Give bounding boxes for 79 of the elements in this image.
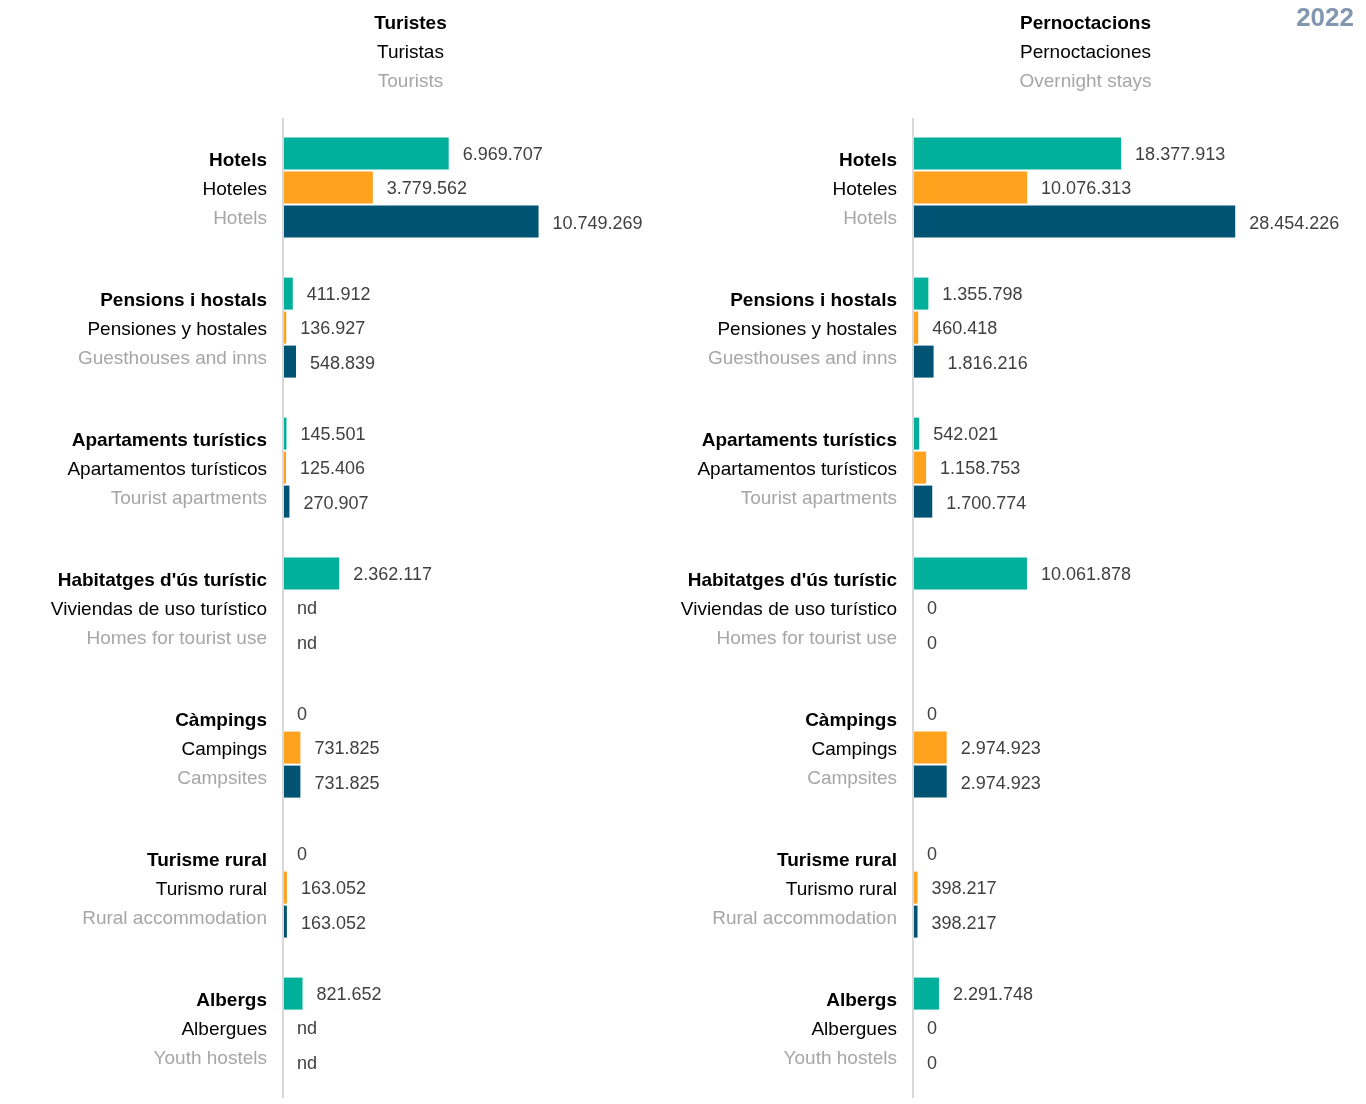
- y-tick-label: Càmpings Campings Campsites: [805, 708, 897, 788]
- data-label: 0: [927, 704, 938, 725]
- y-tick-label: Turisme rural Turismo rural Rural accommodation: [82, 848, 267, 928]
- y-tick-label: Apartaments turístics Apartamentos turísticos Tourist apartments: [697, 428, 897, 508]
- data-label: 0: [927, 632, 938, 653]
- data-label: 731.825: [314, 738, 380, 759]
- data-label: 1.700.774: [946, 492, 1027, 513]
- bar: [913, 171, 1028, 204]
- data-label: 10.061.878: [1040, 564, 1132, 585]
- data-label: 542.021: [933, 424, 999, 445]
- data-label: 145.501: [300, 424, 366, 445]
- bar: [913, 137, 1122, 170]
- bar: [913, 277, 929, 310]
- data-label: 18.377.913: [1135, 144, 1226, 165]
- chart-title: Turistes Turistas Tourists: [373, 11, 448, 93]
- bar: [913, 557, 1027, 590]
- bar: [283, 171, 373, 204]
- bar: [283, 137, 449, 170]
- text: nd: [297, 598, 318, 619]
- text: 2022: [1296, 2, 1354, 33]
- data-label: 3.779.562: [386, 178, 467, 199]
- data-label: 125.406: [299, 458, 366, 479]
- data-label: 2.291.748: [952, 984, 1034, 1005]
- y-tick-label: Hotels Hoteles Hotels: [202, 148, 267, 228]
- data-label: 0: [297, 844, 308, 865]
- data-label: 548.839: [310, 352, 376, 373]
- bar: [913, 451, 927, 484]
- bar: [913, 765, 947, 798]
- bar: [283, 345, 297, 378]
- data-label: 0: [927, 844, 938, 865]
- chart-title: Pernoctacions Pernoctaciones Overnight stays: [1018, 11, 1153, 93]
- data-label: 28.454.226: [1249, 212, 1340, 233]
- bar: [913, 977, 939, 1010]
- y-tick-label: Pensions i hostals Pensiones y hostales Guesthouses and inns: [77, 288, 267, 368]
- bar: [283, 731, 301, 764]
- bar: [283, 277, 293, 310]
- data-label: 1.158.753: [940, 458, 1021, 479]
- data-label: 0: [927, 1052, 938, 1073]
- data-label: 136.927: [300, 318, 366, 339]
- bar: [283, 765, 301, 798]
- text: nd: [297, 632, 318, 653]
- data-label: 270.907: [303, 492, 369, 513]
- y-tick-label: Pensions i hostals Pensiones y hostales Guesthouses and inns: [707, 288, 897, 368]
- data-label: 1.816.216: [947, 352, 1028, 373]
- bar: [283, 977, 303, 1010]
- data-label: 163.052: [300, 878, 366, 899]
- y-tick-label: Albergs Albergues Youth hostels: [783, 988, 897, 1068]
- y-tick-label: Habitatges d'ús turístic Viviendas de uso turístico Homes for tourist use: [680, 568, 898, 648]
- data-label: 0: [927, 598, 938, 619]
- data-label: 398.217: [931, 878, 997, 899]
- y-tick-label: Albergs Albergues Youth hostels: [153, 988, 267, 1068]
- y-tick-label: Turisme rural Turismo rural Rural accommodation: [712, 848, 897, 928]
- data-label: 0: [927, 1018, 938, 1039]
- data-label: 411.912: [306, 284, 371, 305]
- data-label: 10.749.269: [552, 212, 643, 233]
- data-label: 821.652: [316, 984, 382, 1005]
- bar: [913, 205, 1236, 238]
- bar: [913, 731, 947, 764]
- data-label: 731.825: [314, 772, 380, 793]
- bar: [283, 205, 539, 238]
- bar: [913, 485, 933, 518]
- data-label: 2.974.923: [960, 772, 1041, 793]
- y-tick-label: Habitatges d'ús turístic Viviendas de uso turístico Homes for tourist use: [50, 568, 268, 648]
- data-label: 10.076.313: [1041, 178, 1132, 199]
- data-label: 0: [297, 704, 308, 725]
- data-label: 398.217: [931, 912, 997, 933]
- bar: [283, 557, 340, 590]
- data-label: 2.974.923: [960, 738, 1041, 759]
- text: nd: [297, 1018, 318, 1039]
- y-tick-label: Hotels Hoteles Hotels: [832, 148, 897, 228]
- y-tick-label: Apartaments turístics Apartamentos turísticos Tourist apartments: [67, 428, 267, 508]
- y-tick-label: Càmpings Campings Campsites: [175, 708, 267, 788]
- data-label: 1.355.798: [942, 284, 1023, 305]
- bar: [913, 345, 934, 378]
- text: nd: [297, 1052, 318, 1073]
- data-label: 460.418: [932, 318, 998, 339]
- data-label: 6.969.707: [462, 144, 543, 165]
- data-label: 2.362.117: [353, 564, 432, 585]
- data-label: 163.052: [300, 912, 366, 933]
